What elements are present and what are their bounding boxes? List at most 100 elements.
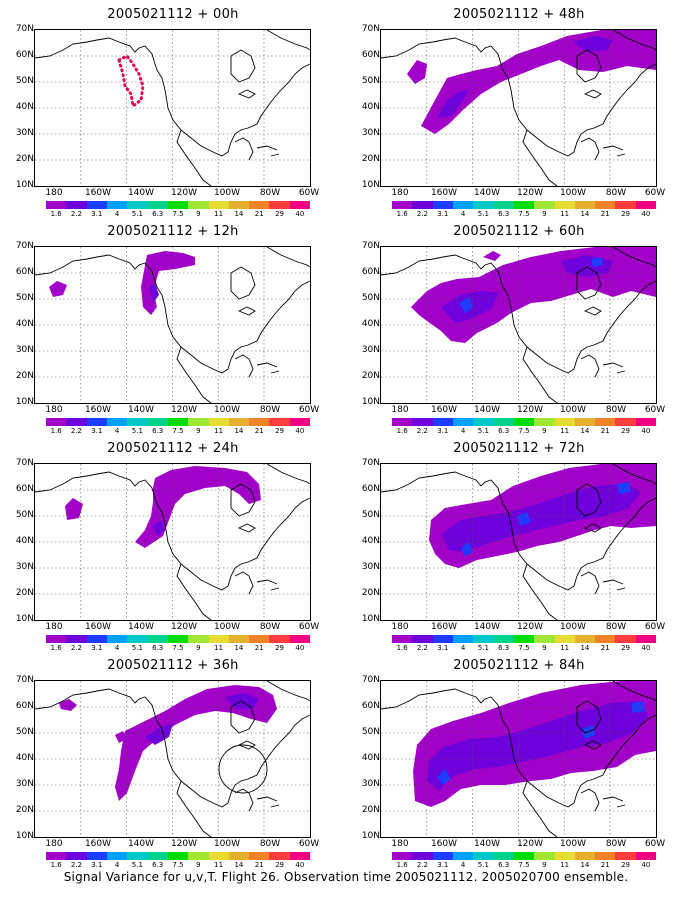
colorbar-swatch bbox=[554, 635, 575, 643]
coastline bbox=[381, 471, 656, 591]
colorbar-swatch bbox=[392, 635, 413, 643]
signal-contour-fill bbox=[145, 693, 259, 745]
colorbar-tick-label: 2.2 bbox=[70, 427, 83, 435]
lon-tick-label: 140W bbox=[473, 405, 501, 415]
lon-tick-label: 160W bbox=[84, 622, 112, 632]
colorbar-tick-label: 2.2 bbox=[416, 644, 429, 652]
map-plot-area bbox=[380, 463, 657, 621]
lon-tick-label: 100W bbox=[213, 839, 241, 849]
colorbar-tick-label: 21 bbox=[254, 210, 264, 218]
colorbar-tick-label: 6.3 bbox=[498, 427, 510, 435]
colorbar-swatch bbox=[228, 418, 250, 426]
colorbar-tick-label: 3.1 bbox=[91, 427, 103, 435]
colorbar-swatch bbox=[127, 201, 148, 209]
coastline bbox=[576, 483, 602, 517]
colorbar-tick-label: 40 bbox=[295, 861, 305, 869]
colorbar-swatch bbox=[66, 201, 87, 209]
coastline bbox=[381, 688, 656, 808]
lat-tick-label: 60N bbox=[15, 267, 34, 277]
coastline bbox=[230, 483, 256, 517]
colorbar-tick-label: 4 bbox=[114, 644, 120, 652]
lon-tick-label: 140W bbox=[473, 188, 501, 198]
colorbar-tick-label: 4 bbox=[460, 427, 466, 435]
colorbar-tick-label: 9 bbox=[196, 644, 201, 652]
colorbar-tick-label: 11 bbox=[214, 861, 224, 869]
lat-tick-label: 20N bbox=[361, 588, 380, 598]
lon-tick-label: 180 bbox=[391, 839, 409, 849]
colorbar-tick-label: 21 bbox=[600, 210, 610, 218]
lat-tick-label: 50N bbox=[15, 293, 34, 303]
colorbar-tick-label: 4 bbox=[114, 861, 120, 869]
lat-tick-label: 20N bbox=[15, 588, 34, 598]
colorbar-swatch bbox=[635, 418, 657, 426]
circle-outline bbox=[218, 744, 268, 794]
coastline bbox=[580, 788, 600, 812]
lon-tick-label: 80W bbox=[259, 839, 281, 849]
colorbar-tick-label: 21 bbox=[254, 861, 264, 869]
map-svg bbox=[381, 247, 656, 403]
colorbar-swatch bbox=[86, 635, 107, 643]
colorbar-swatch bbox=[269, 852, 290, 860]
signal-contour-fill bbox=[427, 701, 649, 791]
lon-tick-label: 140W bbox=[127, 405, 155, 415]
lat-tick-label: 70N bbox=[15, 24, 34, 34]
lon-tick-label: 180 bbox=[45, 622, 63, 632]
colorbar-swatch bbox=[208, 418, 229, 426]
colorbar-swatch bbox=[452, 852, 474, 860]
colorbar-tick-label: 11 bbox=[560, 644, 570, 652]
colorbar-swatch bbox=[147, 635, 168, 643]
colorbar-tick-label: 14 bbox=[580, 861, 590, 869]
colorbar-tick-label: 14 bbox=[234, 427, 244, 435]
colorbar-swatch bbox=[615, 635, 636, 643]
lat-tick-label: 60N bbox=[15, 50, 34, 60]
colorbar-swatch bbox=[167, 852, 189, 860]
colorbar-tick-label: 14 bbox=[580, 644, 590, 652]
lat-tick-label: 40N bbox=[15, 319, 34, 329]
lon-tick-label: 80W bbox=[259, 622, 281, 632]
colorbar-swatch bbox=[46, 635, 67, 643]
coastline bbox=[266, 247, 310, 268]
lon-tick-label: 180 bbox=[45, 188, 63, 198]
coastline bbox=[230, 700, 256, 734]
lat-tick-label: 30N bbox=[361, 128, 380, 138]
lon-tick-label: 160W bbox=[84, 188, 112, 198]
colorbar-tick-label: 6.3 bbox=[152, 644, 164, 652]
colorbar-swatch bbox=[534, 635, 555, 643]
colorbar-swatch bbox=[574, 852, 596, 860]
colorbar-swatch bbox=[432, 635, 453, 643]
coastline bbox=[176, 346, 212, 403]
coastline bbox=[256, 145, 280, 157]
colorbar bbox=[46, 635, 311, 643]
lat-tick-label: 40N bbox=[15, 102, 34, 112]
coastline bbox=[266, 681, 310, 702]
colorbar-tick-label: 4 bbox=[460, 210, 466, 218]
colorbar-swatch bbox=[412, 201, 433, 209]
lat-tick-label: 30N bbox=[15, 128, 34, 138]
colorbar-tick-label: 11 bbox=[560, 210, 570, 218]
colorbar-swatch bbox=[493, 418, 514, 426]
colorbar-swatch bbox=[167, 635, 189, 643]
coastline bbox=[381, 254, 656, 374]
coastline bbox=[176, 780, 212, 837]
lat-tick-label: 50N bbox=[361, 293, 380, 303]
colorbar-swatch bbox=[412, 852, 433, 860]
map-panel: 2005021112 + 84h 70N 60N 50N 40N 30N 20N 10N 180… bbox=[346, 651, 692, 869]
signal-contour-fill bbox=[153, 520, 165, 536]
colorbar-swatch bbox=[147, 201, 168, 209]
colorbar-swatch bbox=[249, 852, 270, 860]
colorbar-tick-label: 6.3 bbox=[498, 644, 510, 652]
colorbar-swatch bbox=[86, 852, 107, 860]
coastline bbox=[381, 37, 656, 157]
panel-title: 2005021112 + 36h bbox=[107, 658, 239, 673]
colorbar-tick-label: 5.1 bbox=[477, 427, 489, 435]
colorbar-swatch bbox=[513, 201, 535, 209]
lon-tick-label: 100W bbox=[213, 188, 241, 198]
lon-tick-label: 120W bbox=[516, 839, 544, 849]
flight-track-contour bbox=[117, 54, 145, 109]
colorbar-tick-label: 11 bbox=[560, 861, 570, 869]
colorbar-tick-label: 5.1 bbox=[131, 210, 143, 218]
colorbar-swatch bbox=[188, 852, 209, 860]
coastline bbox=[602, 145, 626, 157]
figure-caption: Signal Variance for u,v,T. Flight 26. Ob… bbox=[63, 870, 629, 884]
lat-tick-label: 60N bbox=[15, 701, 34, 711]
